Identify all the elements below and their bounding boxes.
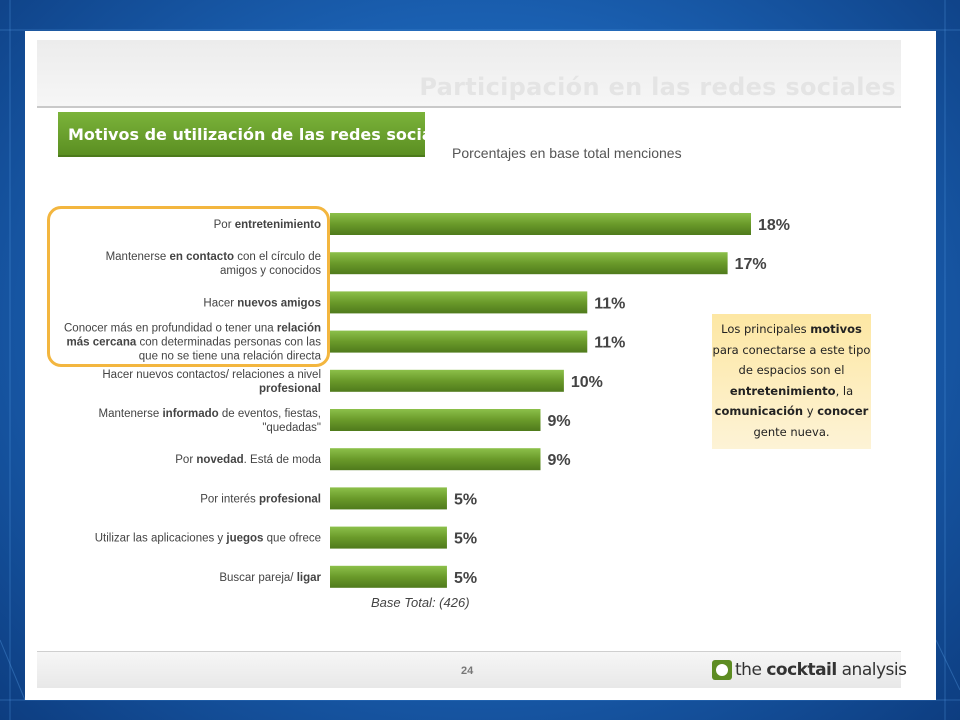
category-label-7: Por novedad. Está de moda	[175, 454, 321, 466]
callout-text-1: motivos	[810, 322, 862, 336]
callout-text-4: , la	[835, 383, 854, 398]
slide: Participación en las redes sociales Moti…	[25, 31, 936, 700]
bar-8	[330, 487, 447, 510]
bar-7	[330, 448, 541, 471]
value-label-10: 5%	[454, 570, 477, 587]
footer-band: 24 the cocktail analysis	[37, 651, 907, 688]
category-label-4: Conocer más en profundidad o tener una r…	[64, 323, 322, 363]
section-banner: Motivos de utilización de las redes soci…	[58, 112, 459, 157]
category-label-5: Hacer nuevos contactos/ relaciones a niv…	[102, 369, 321, 395]
value-label-3: 11%	[594, 295, 625, 312]
slide-title: Participación en las redes sociales	[419, 73, 896, 101]
base-total: Base Total: (426)	[371, 595, 470, 610]
bar-10	[330, 565, 447, 588]
logo-text-1: the	[735, 660, 767, 680]
category-label-1: Por entretenimiento	[214, 219, 321, 231]
value-label-5: 10%	[571, 374, 603, 391]
category-label-2: Mantenerse en contacto con el círculo de…	[106, 251, 322, 277]
callout-text-7: conocer	[817, 404, 869, 418]
callout-box: Los principales motivos para conectarse …	[712, 314, 871, 449]
category-label-6: Mantenerse informado de eventos, fiestas…	[99, 408, 321, 434]
value-label-8: 5%	[454, 491, 477, 508]
highlight-box	[47, 206, 330, 367]
cocktail-logo: the cocktail analysis	[712, 660, 907, 682]
bar-6	[330, 409, 541, 431]
value-label-7: 9%	[548, 452, 571, 469]
logo-text-3: analysis	[836, 660, 907, 680]
callout-text-5: comunicación	[714, 404, 804, 418]
bar-4	[330, 330, 588, 353]
value-label-2: 17%	[735, 256, 767, 273]
bar-1	[330, 213, 751, 235]
category-label-10: Buscar pareja/ ligar	[219, 572, 321, 584]
category-label-8: Por interés profesional	[200, 493, 321, 505]
callout-text-8: gente nueva.	[753, 424, 830, 439]
category-label-3: Hacer nuevos amigos	[203, 297, 321, 309]
chart-subtitle: Porcentajes en base total menciones	[452, 145, 682, 161]
callout-text-6: y	[803, 404, 818, 418]
bar-5	[330, 369, 564, 392]
value-label-4: 11%	[594, 335, 625, 352]
page-number: 24	[461, 665, 474, 677]
value-label-9: 5%	[454, 531, 477, 548]
bar-2	[330, 252, 728, 275]
value-label-1: 18%	[758, 217, 790, 234]
bar-9	[330, 526, 447, 549]
callout-text-3: entretenimiento	[729, 383, 836, 398]
logo-icon	[712, 660, 732, 680]
value-label-6: 9%	[548, 413, 571, 430]
bar-3	[330, 291, 588, 314]
logo-text-2: cocktail	[766, 660, 837, 680]
category-label-9: Utilizar las aplicaciones y juegos que o…	[95, 533, 321, 545]
bar-chart: 18% Por entretenimiento 17% Mantenerse en c…	[64, 213, 790, 588]
callout-text-2: para conectarse a este tipo de espacios …	[712, 342, 871, 378]
callout-text-0: Los principales	[721, 322, 811, 336]
header-band	[37, 40, 901, 108]
